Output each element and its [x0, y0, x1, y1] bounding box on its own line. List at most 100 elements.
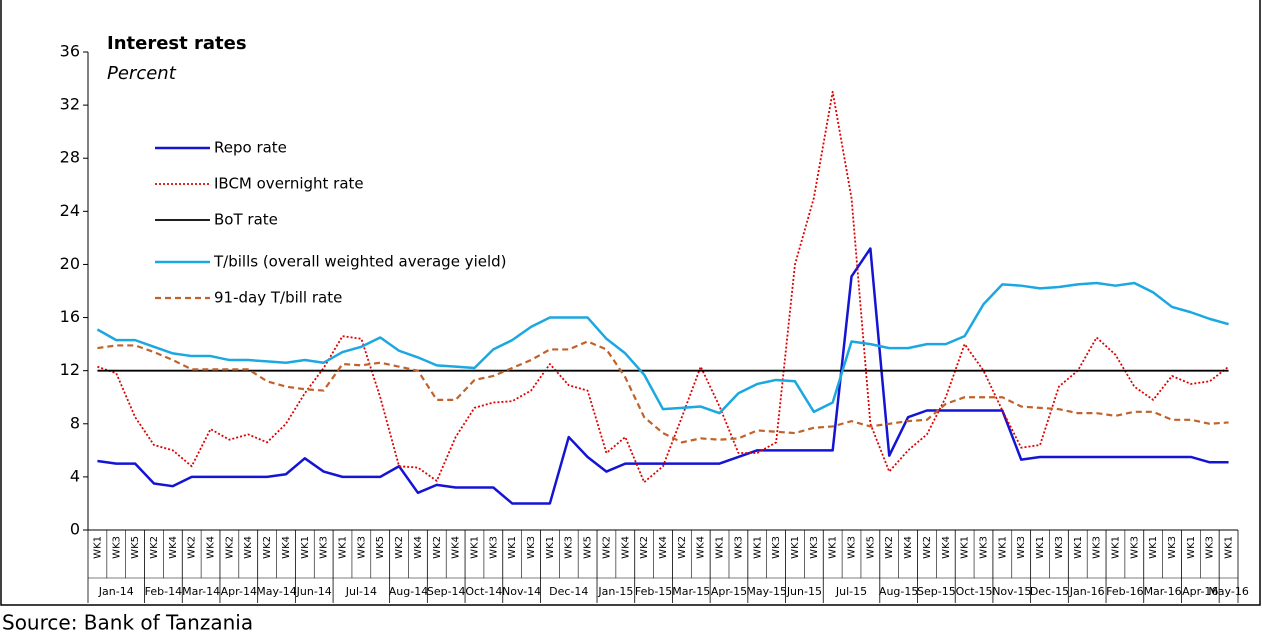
week-label: WK2 — [639, 536, 650, 559]
week-label: WK3 — [356, 536, 367, 559]
month-label: Nov-14 — [502, 585, 541, 598]
week-label: WK5 — [865, 536, 876, 559]
series-line — [97, 340, 1229, 444]
legend-label: T/bills (overall weighted average yield) — [213, 253, 507, 271]
series-line — [97, 90, 1230, 484]
week-label: WK3 — [319, 536, 330, 559]
week-label: WK3 — [526, 536, 537, 559]
week-label: WK2 — [262, 536, 273, 559]
week-label: WK3 — [978, 536, 989, 559]
y-tick-label: 28 — [60, 148, 80, 167]
week-label: WK3 — [488, 536, 499, 559]
week-label: WK1 — [828, 536, 839, 559]
month-label: Jan-16 — [1069, 585, 1105, 598]
month-label: Feb-14 — [145, 585, 182, 598]
week-label: WK2 — [884, 536, 895, 559]
week-label: WK3 — [1129, 536, 1140, 559]
week-label: WK2 — [601, 536, 612, 559]
week-label: WK2 — [432, 536, 443, 559]
week-label: WK4 — [281, 536, 292, 559]
week-label: WK4 — [243, 536, 254, 559]
week-label: WK3 — [1054, 536, 1065, 559]
week-label: WK1 — [715, 536, 726, 559]
week-label: WK1 — [997, 536, 1008, 559]
week-label: WK1 — [1224, 536, 1235, 559]
month-label: Apr-15 — [711, 585, 747, 598]
week-label: WK3 — [111, 536, 122, 559]
week-label: WK3 — [847, 536, 858, 559]
month-label: Apr-14 — [221, 585, 257, 598]
week-label: WK3 — [771, 536, 782, 559]
chart-border — [0, 0, 1261, 606]
series-line — [97, 247, 1229, 505]
week-label: WK1 — [1186, 536, 1197, 559]
y-tick-label: 8 — [70, 413, 80, 432]
week-label: WK2 — [149, 536, 160, 559]
month-label: Mar-14 — [182, 585, 220, 598]
week-label: WK1 — [469, 536, 480, 559]
legend-label: BoT rate — [214, 211, 278, 229]
week-label: WK2 — [224, 536, 235, 559]
month-label: Oct-15 — [956, 585, 993, 598]
week-label: WK4 — [413, 536, 424, 559]
week-label: WK1 — [92, 536, 103, 559]
week-label: WK4 — [696, 536, 707, 559]
week-label: WK3 — [1092, 536, 1103, 559]
week-label: WK4 — [658, 536, 669, 559]
month-label: Apr-16 — [1182, 585, 1218, 598]
month-label: Oct-14 — [465, 585, 502, 598]
y-tick-label: 24 — [60, 201, 80, 220]
week-label: WK1 — [1110, 536, 1121, 559]
month-label: Jan-15 — [597, 585, 633, 598]
source-note: Source: Bank of Tanzania — [2, 611, 253, 635]
month-label: Jan-14 — [98, 585, 134, 598]
legend-label: 91-day T/bill rate — [214, 289, 342, 307]
week-label: WK1 — [1035, 536, 1046, 559]
week-label: WK4 — [168, 536, 179, 559]
legend-label: Repo rate — [214, 139, 287, 157]
week-label: WK5 — [375, 536, 386, 559]
week-label: WK2 — [677, 536, 688, 559]
week-label: WK3 — [564, 536, 575, 559]
week-label: WK4 — [620, 536, 631, 559]
month-label: Sep-15 — [917, 585, 956, 598]
week-label: WK1 — [960, 536, 971, 559]
month-label: Sep-14 — [427, 585, 466, 598]
week-label: WK1 — [300, 536, 311, 559]
y-tick-label: 16 — [60, 307, 80, 326]
week-label: WK3 — [1205, 536, 1216, 559]
month-label: Aug-15 — [879, 585, 918, 598]
week-label: WK2 — [394, 536, 405, 559]
week-label: WK2 — [922, 536, 933, 559]
month-label: Dec-14 — [549, 585, 588, 598]
y-tick-label: 0 — [70, 520, 80, 539]
week-label: WK2 — [187, 536, 198, 559]
month-label: May-14 — [256, 585, 297, 598]
week-label: WK3 — [809, 536, 820, 559]
legend-label: IBCM overnight rate — [214, 175, 364, 193]
week-label: WK4 — [206, 536, 217, 559]
month-label: Dec-15 — [1030, 585, 1069, 598]
chart-subtitle: Percent — [107, 63, 177, 84]
week-label: WK5 — [130, 536, 141, 559]
y-tick-label: 4 — [70, 466, 80, 485]
week-label: WK3 — [1016, 536, 1027, 559]
week-label: WK1 — [545, 536, 556, 559]
y-tick-label: 20 — [60, 254, 80, 273]
week-label: WK1 — [790, 536, 801, 559]
week-label: WK1 — [1148, 536, 1159, 559]
y-tick-label: 12 — [60, 360, 80, 379]
month-label: Feb-16 — [1106, 585, 1143, 598]
week-label: WK4 — [451, 536, 462, 559]
month-label: Jul-14 — [345, 585, 377, 598]
month-label: Jul-15 — [835, 585, 867, 598]
series-line — [96, 281, 1229, 415]
month-label: May-15 — [746, 585, 787, 598]
week-label: WK4 — [941, 536, 952, 559]
month-label: Mar-15 — [672, 585, 710, 598]
y-tick-label: 36 — [60, 42, 80, 61]
week-label: WK1 — [1073, 536, 1084, 559]
month-label: Nov-15 — [992, 585, 1031, 598]
